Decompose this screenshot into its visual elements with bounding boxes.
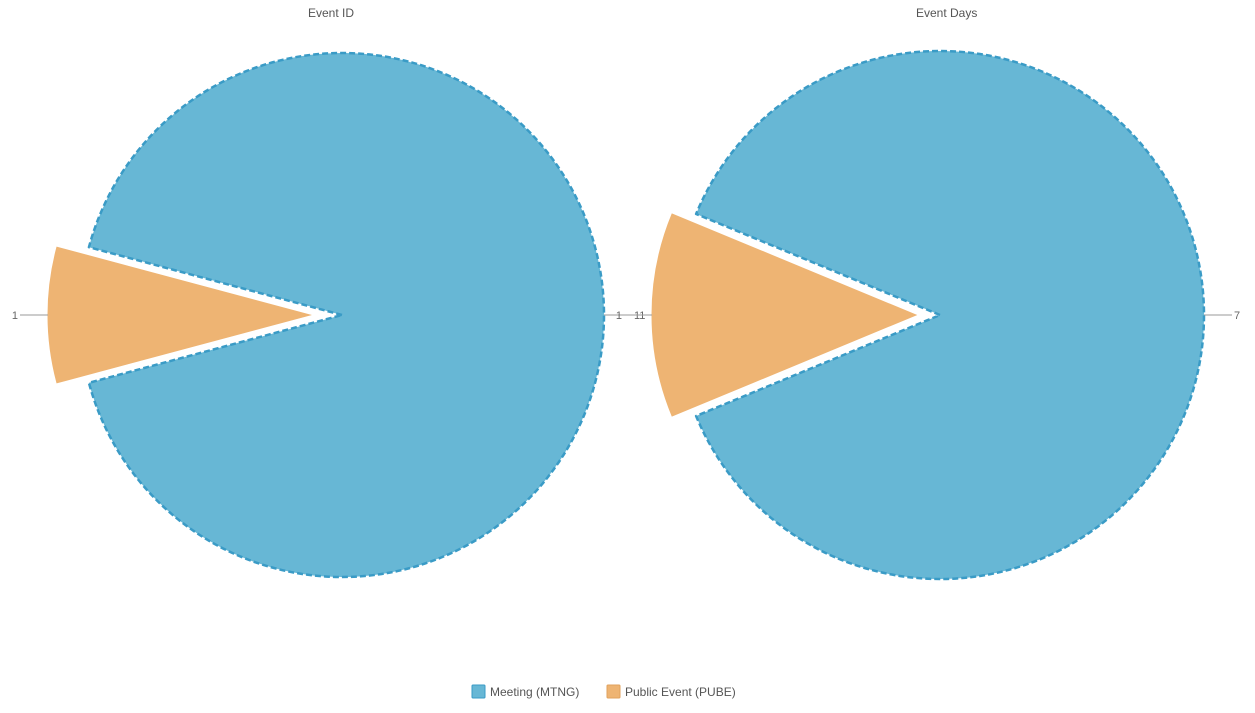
data-label-public-event-2: 1 xyxy=(616,310,622,322)
legend: Meeting (MTNG) Public Event (PUBE) xyxy=(471,684,736,699)
chart-title-1: Event ID xyxy=(308,6,354,20)
data-label-public-event-1: 1 xyxy=(12,310,18,322)
chart-title-2: Event Days xyxy=(916,6,977,20)
legend-item-public-event[interactable]: Public Event (PUBE) xyxy=(606,684,736,699)
pie-slice-public-event-1[interactable] xyxy=(47,246,312,384)
pie-slice-public-event-2[interactable] xyxy=(651,213,918,417)
pie-slice-meeting-2[interactable] xyxy=(694,49,1206,581)
legend-label-public-event: Public Event (PUBE) xyxy=(625,685,736,699)
legend-swatch-public-event xyxy=(606,684,621,699)
pie-chart-2: Event Days 1 7 xyxy=(616,6,1240,581)
legend-label-meeting: Meeting (MTNG) xyxy=(490,685,579,699)
pie-slice-meeting-1[interactable] xyxy=(87,51,606,579)
legend-item-meeting[interactable]: Meeting (MTNG) xyxy=(471,684,579,699)
pie-chart-1: Event ID1 11 xyxy=(12,6,645,579)
data-label-meeting-1: 11 xyxy=(634,310,645,322)
data-label-meeting-2: 7 xyxy=(1234,310,1240,322)
legend-swatch-meeting xyxy=(471,684,486,699)
